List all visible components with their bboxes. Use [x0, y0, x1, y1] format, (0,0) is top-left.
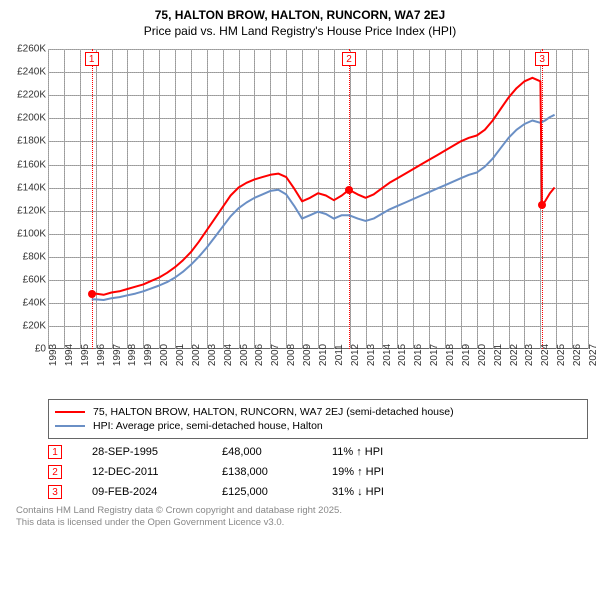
y-tick-label: £0 — [35, 344, 46, 355]
x-tick-label: 2017 — [429, 344, 440, 366]
x-tick-label: 2015 — [397, 344, 408, 366]
y-tick-label: £120K — [17, 205, 46, 216]
gridline-vertical — [588, 49, 589, 349]
sale-number-badge: 3 — [48, 485, 62, 499]
x-tick-label: 2011 — [334, 344, 345, 366]
series-svg — [48, 49, 588, 349]
chart-title: 75, HALTON BROW, HALTON, RUNCORN, WA7 2E… — [4, 8, 596, 24]
x-tick-label: 1999 — [143, 344, 154, 366]
sale-price: £138,000 — [222, 466, 302, 478]
sales-table: 1 28-SEP-1995 £48,000 11% ↑ HPI 2 12-DEC-2011… — [48, 445, 588, 499]
x-tick-label: 2027 — [588, 344, 599, 366]
x-tick-label: 1995 — [80, 344, 91, 366]
x-tick-label: 2024 — [540, 344, 551, 366]
y-tick-label: £260K — [17, 44, 46, 55]
sale-row: 1 28-SEP-1995 £48,000 11% ↑ HPI — [48, 445, 588, 459]
x-tick-label: 2003 — [207, 344, 218, 366]
y-tick-label: £40K — [23, 298, 46, 309]
footer-attribution: Contains HM Land Registry data © Crown c… — [16, 505, 588, 529]
x-tick-label: 2007 — [270, 344, 281, 366]
y-tick-label: £20K — [23, 321, 46, 332]
x-axis: 1993199419951996199719981999200020012002… — [48, 353, 588, 393]
x-tick-label: 1998 — [127, 344, 138, 366]
x-tick-label: 2002 — [191, 344, 202, 366]
x-tick-label: 2016 — [413, 344, 424, 366]
x-tick-label: 2004 — [223, 344, 234, 366]
footer-line-1: Contains HM Land Registry data © Crown c… — [16, 505, 588, 517]
sale-diff: 11% ↑ HPI — [332, 446, 432, 458]
x-tick-label: 2026 — [572, 344, 583, 366]
legend-swatch — [55, 425, 85, 427]
sale-row: 2 12-DEC-2011 £138,000 19% ↑ HPI — [48, 465, 588, 479]
title-block: 75, HALTON BROW, HALTON, RUNCORN, WA7 2E… — [4, 8, 596, 39]
x-tick-label: 1993 — [48, 344, 59, 366]
sale-date: 28-SEP-1995 — [92, 446, 192, 458]
sale-price: £125,000 — [222, 486, 302, 498]
sale-diff: 19% ↑ HPI — [332, 466, 432, 478]
legend-label: HPI: Average price, semi-detached house,… — [93, 420, 323, 432]
plot-area: 123 — [48, 49, 588, 349]
legend-item: 75, HALTON BROW, HALTON, RUNCORN, WA7 2E… — [55, 406, 581, 418]
x-tick-label: 2008 — [286, 344, 297, 366]
chart-subtitle: Price paid vs. HM Land Registry's House … — [4, 24, 596, 40]
x-tick-label: 1997 — [112, 344, 123, 366]
y-tick-label: £180K — [17, 136, 46, 147]
chart-area: £0 £20K £40K £60K £80K £100K £120K £140K £160K £1… — [4, 43, 596, 393]
x-tick-label: 2018 — [445, 344, 456, 366]
x-tick-label: 2012 — [350, 344, 361, 366]
y-tick-label: £100K — [17, 228, 46, 239]
x-tick-label: 2013 — [366, 344, 377, 366]
x-tick-label: 2021 — [493, 344, 504, 366]
sale-row: 3 09-FEB-2024 £125,000 31% ↓ HPI — [48, 485, 588, 499]
sale-diff: 31% ↓ HPI — [332, 486, 432, 498]
x-tick-label: 2020 — [477, 344, 488, 366]
sale-number-badge: 1 — [48, 445, 62, 459]
legend-label: 75, HALTON BROW, HALTON, RUNCORN, WA7 2E… — [93, 406, 454, 418]
y-tick-label: £60K — [23, 274, 46, 285]
x-tick-label: 1994 — [64, 344, 75, 366]
legend-item: HPI: Average price, semi-detached house,… — [55, 420, 581, 432]
x-tick-label: 2025 — [556, 344, 567, 366]
chart-container: 75, HALTON BROW, HALTON, RUNCORN, WA7 2E… — [0, 0, 600, 590]
sale-date: 09-FEB-2024 — [92, 486, 192, 498]
sale-price: £48,000 — [222, 446, 302, 458]
x-tick-label: 2014 — [382, 344, 393, 366]
x-tick-label: 1996 — [96, 344, 107, 366]
x-tick-label: 2009 — [302, 344, 313, 366]
series-line-price_paid — [92, 78, 555, 295]
x-tick-label: 2000 — [159, 344, 170, 366]
y-axis: £0£20K£40K£60K£80K£100K£120K£140K£160K£1… — [4, 49, 48, 349]
x-tick-label: 2022 — [509, 344, 520, 366]
y-tick-label: £220K — [17, 90, 46, 101]
y-tick-label: £140K — [17, 182, 46, 193]
y-tick-label: £200K — [17, 113, 46, 124]
x-tick-label: 2005 — [239, 344, 250, 366]
y-tick-label: £80K — [23, 251, 46, 262]
x-tick-label: 2010 — [318, 344, 329, 366]
x-tick-label: 2001 — [175, 344, 186, 366]
x-tick-label: 2006 — [254, 344, 265, 366]
y-tick-label: £240K — [17, 67, 46, 78]
legend-swatch — [55, 411, 85, 413]
series-line-hpi — [92, 115, 555, 300]
y-tick-label: £160K — [17, 159, 46, 170]
x-tick-label: 2023 — [524, 344, 535, 366]
sale-date: 12-DEC-2011 — [92, 466, 192, 478]
footer-line-2: This data is licensed under the Open Gov… — [16, 517, 588, 529]
sale-number-badge: 2 — [48, 465, 62, 479]
x-tick-label: 2019 — [461, 344, 472, 366]
legend: 75, HALTON BROW, HALTON, RUNCORN, WA7 2E… — [48, 399, 588, 439]
